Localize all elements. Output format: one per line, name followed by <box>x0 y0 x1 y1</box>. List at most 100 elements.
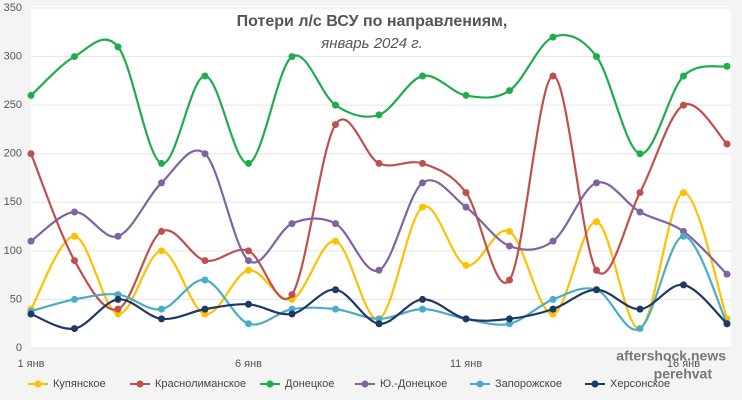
data-point <box>680 101 687 109</box>
data-point <box>245 300 252 308</box>
y-tick-label: 0 <box>16 342 22 354</box>
data-point <box>506 320 513 328</box>
data-point <box>114 295 122 303</box>
data-point <box>549 295 557 303</box>
data-point <box>245 266 252 274</box>
data-point <box>462 261 470 269</box>
legend-swatch <box>591 380 599 388</box>
legend-swatch <box>34 380 42 388</box>
data-point <box>419 179 426 187</box>
watermark: aftershock.news <box>616 348 726 364</box>
data-point <box>27 91 35 99</box>
legend-label: Ю.-Донецкое <box>380 378 447 390</box>
data-point <box>680 281 687 289</box>
data-point <box>158 315 165 323</box>
data-point <box>158 227 165 235</box>
data-point <box>71 257 78 265</box>
data-point <box>375 320 383 328</box>
data-point <box>723 320 731 328</box>
y-tick-label: 150 <box>4 196 22 208</box>
data-point <box>27 237 35 245</box>
data-point <box>332 286 339 294</box>
data-point <box>462 189 470 197</box>
series-line <box>29 74 728 311</box>
data-point <box>462 315 470 323</box>
data-point <box>462 91 470 99</box>
data-point <box>723 62 731 70</box>
data-point <box>245 159 252 167</box>
x-tick-label: 1 янв <box>17 358 44 370</box>
x-tick-label: 16 янв <box>667 358 700 370</box>
data-point <box>332 101 339 109</box>
data-point <box>506 87 513 95</box>
data-point <box>288 220 296 228</box>
data-point <box>114 305 122 313</box>
data-point <box>71 325 78 333</box>
legend-label: Запорожское <box>495 378 562 390</box>
y-tick-label: 250 <box>4 99 22 111</box>
data-point <box>332 220 339 228</box>
data-point <box>375 111 383 119</box>
data-point <box>506 242 513 250</box>
legend-swatch <box>361 380 369 388</box>
data-point <box>636 150 644 158</box>
data-point <box>158 159 165 167</box>
data-point <box>419 72 426 80</box>
data-point <box>71 53 78 61</box>
data-point <box>723 140 731 148</box>
data-point <box>158 247 165 255</box>
series-line <box>30 33 728 165</box>
plot-area <box>31 6 731 348</box>
legend-label: Краснолиманское <box>155 378 246 390</box>
data-point <box>506 315 513 323</box>
chart-subtitle: январь 2024 г. <box>320 35 423 52</box>
data-point <box>636 189 644 197</box>
data-point <box>506 227 513 235</box>
data-point <box>680 227 687 235</box>
legend-label: Купянское <box>53 378 106 390</box>
data-point <box>245 320 252 328</box>
data-point <box>114 43 122 51</box>
data-point <box>375 159 383 167</box>
legend-label: Херсонское <box>610 378 670 390</box>
y-tick-label: 100 <box>4 245 22 257</box>
data-point <box>549 72 557 80</box>
data-point <box>419 295 426 303</box>
data-point <box>201 310 209 318</box>
data-point <box>549 310 557 318</box>
y-tick-label: 350 <box>4 2 22 14</box>
data-point <box>419 159 426 167</box>
data-point <box>332 305 339 313</box>
data-point <box>71 232 78 240</box>
data-point <box>375 315 383 323</box>
legend-label: Донецкое <box>285 378 334 390</box>
data-point <box>593 218 600 226</box>
data-point <box>27 150 35 158</box>
data-point <box>245 257 252 265</box>
data-point <box>201 72 209 80</box>
chart-title: Потери л/с ВСУ по направлениям, <box>237 13 508 30</box>
data-point <box>462 203 470 211</box>
data-point <box>549 305 557 313</box>
data-point <box>201 150 209 158</box>
series-line <box>30 235 728 331</box>
data-point <box>680 232 687 240</box>
data-point <box>680 189 687 197</box>
data-point <box>158 179 165 187</box>
series-line <box>30 191 729 330</box>
watermark: perehvat <box>654 366 713 382</box>
data-point <box>593 266 600 274</box>
x-tick-label: 6 янв <box>235 358 262 370</box>
data-point <box>636 305 644 313</box>
data-point <box>201 257 209 265</box>
legend-swatch <box>476 380 484 388</box>
data-point <box>201 305 209 313</box>
data-point <box>593 286 600 294</box>
x-tick-label: 11 янв <box>450 358 483 370</box>
data-point <box>636 208 644 216</box>
data-point <box>71 208 78 216</box>
data-point <box>680 72 687 80</box>
data-point <box>288 310 296 318</box>
data-point <box>114 291 122 299</box>
